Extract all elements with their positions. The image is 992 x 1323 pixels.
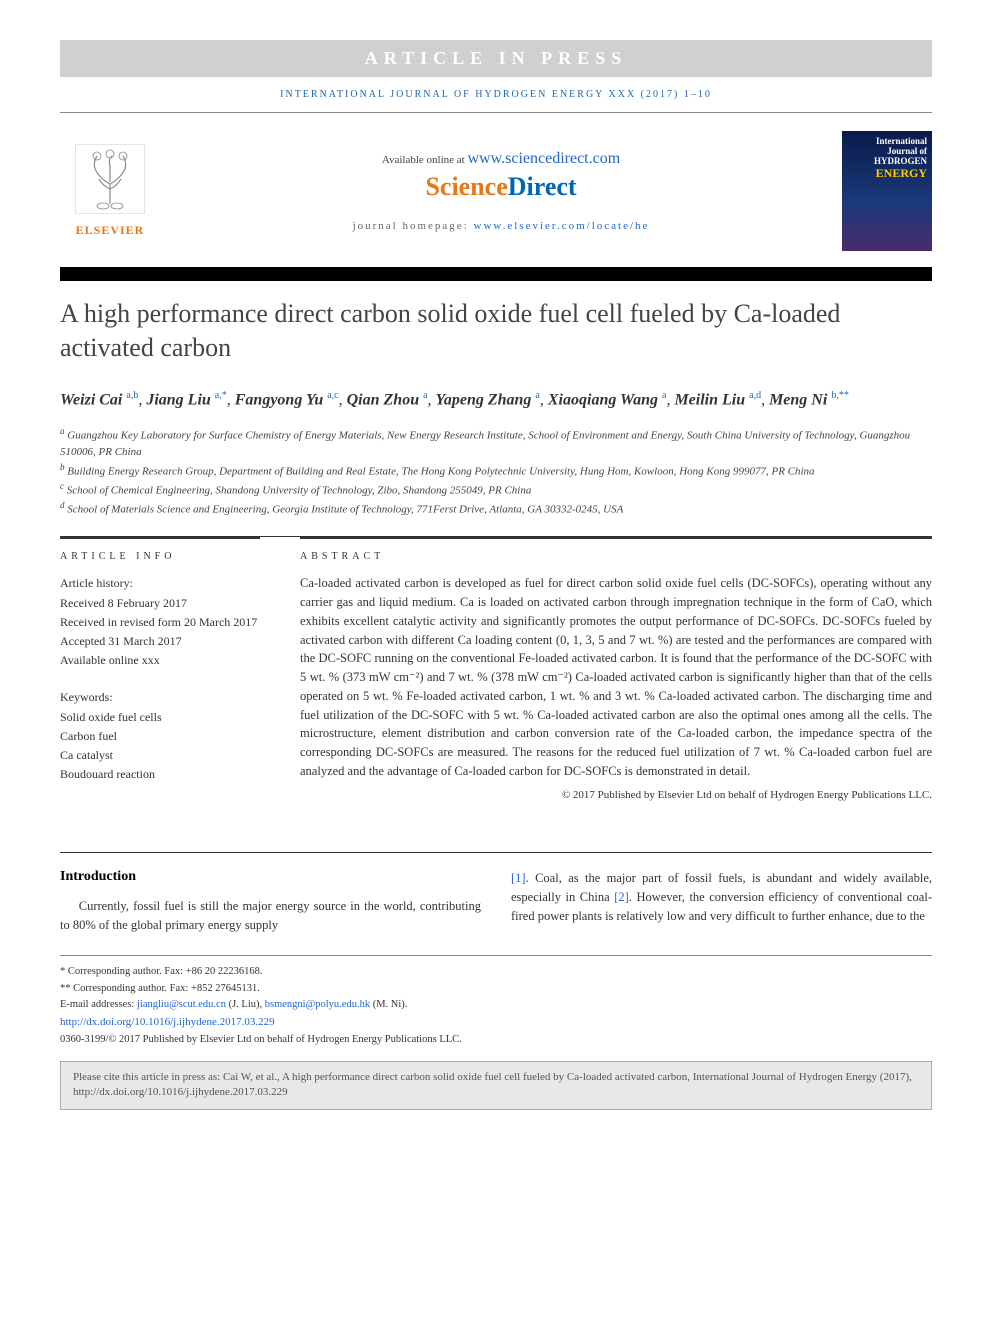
abstract-heading: ABSTRACT: [300, 551, 932, 562]
cover-line1: International Journal of: [847, 136, 927, 156]
keywords-block: Keywords: Solid oxide fuel cells Carbon …: [60, 688, 260, 784]
article-info-heading: ARTICLE INFO: [60, 551, 260, 562]
sciencedirect-logo[interactable]: ScienceDirect: [160, 172, 842, 202]
citation-box: Please cite this article in press as: Ca…: [60, 1061, 932, 1110]
received-date: Received 8 February 2017: [60, 594, 260, 613]
author-affil: a,b: [126, 390, 138, 401]
intro-paragraph: Currently, fossil fuel is still the majo…: [60, 897, 481, 935]
elsevier-tree-icon: [75, 144, 145, 214]
article-title: A high performance direct carbon solid o…: [60, 297, 932, 365]
email-link[interactable]: bsmengni@polyu.edu.hk: [265, 999, 370, 1010]
author-affil: a: [423, 390, 427, 401]
author: Jiang Liu: [146, 391, 210, 408]
available-online: Available online at www.sciencedirect.co…: [160, 150, 842, 168]
keyword: Ca catalyst: [60, 746, 260, 765]
abstract-text: Ca-loaded activated carbon is developed …: [300, 574, 932, 780]
issn-line: 0360-3199/© 2017 Published by Elsevier L…: [60, 1032, 932, 1049]
email-line: E-mail addresses: jiangliu@scut.edu.cn (…: [60, 997, 932, 1014]
header-center: Available online at www.sciencedirect.co…: [160, 150, 842, 232]
authors-list: Weizi Cai a,b, Jiang Liu a,*, Fangyong Y…: [60, 389, 932, 412]
journal-cover-thumbnail[interactable]: International Journal of HYDROGEN ENERGY: [842, 131, 932, 251]
keyword: Boudouard reaction: [60, 765, 260, 784]
abstract-copyright: © 2017 Published by Elsevier Ltd on beha…: [300, 789, 932, 801]
author: Xiaoqiang Wang: [548, 391, 658, 408]
author-affil: a: [535, 390, 539, 401]
author-affil: a,c: [327, 390, 338, 401]
author: Fangyong Yu: [235, 391, 323, 408]
body-col-right: [1]. Coal, as the major part of fossil f…: [511, 869, 932, 935]
keyword: Solid oxide fuel cells: [60, 708, 260, 727]
body-col-left: Introduction Currently, fossil fuel is s…: [60, 869, 481, 935]
elsevier-logo[interactable]: ELSEVIER: [60, 144, 160, 238]
homepage-prefix: journal homepage:: [353, 220, 474, 232]
affiliations: a Guangzhou Key Laboratory for Surface C…: [60, 425, 932, 518]
author: Weizi Cai: [60, 391, 122, 408]
reference-link[interactable]: [2]: [614, 890, 629, 904]
article-page: ARTICLE IN PRESS INTERNATIONAL JOURNAL O…: [0, 0, 992, 1150]
author-affil: a,*: [215, 390, 227, 401]
elsevier-name: ELSEVIER: [60, 223, 160, 238]
section-divider: [60, 852, 932, 853]
keywords-label: Keywords:: [60, 688, 260, 707]
abstract-column: ABSTRACT Ca-loaded activated carbon is d…: [300, 537, 932, 802]
reference-link[interactable]: [1]: [511, 871, 526, 885]
corresponding-author-1: * Corresponding author. Fax: +86 20 2223…: [60, 964, 932, 981]
introduction-heading: Introduction: [60, 869, 481, 885]
author-affil: a: [662, 390, 666, 401]
author: Meilin Liu: [674, 391, 745, 408]
header-row: ELSEVIER Available online at www.science…: [60, 113, 932, 261]
available-prefix: Available online at: [382, 154, 468, 166]
keyword: Carbon fuel: [60, 727, 260, 746]
footer-notes: * Corresponding author. Fax: +86 20 2223…: [60, 955, 932, 1049]
history-label: Article history:: [60, 574, 260, 593]
affiliation: d School of Materials Science and Engine…: [60, 499, 932, 518]
sciencedirect-url[interactable]: www.sciencedirect.com: [467, 150, 620, 167]
journal-homepage: journal homepage: www.elsevier.com/locat…: [160, 220, 842, 232]
accepted-date: Accepted 31 March 2017: [60, 632, 260, 651]
online-date: Available online xxx: [60, 651, 260, 670]
author-affil: b,**: [831, 390, 849, 401]
affiliation: c School of Chemical Engineering, Shando…: [60, 480, 932, 499]
cover-line3: ENERGY: [847, 166, 927, 181]
corresponding-author-2: ** Corresponding author. Fax: +852 27645…: [60, 981, 932, 998]
article-info-column: ARTICLE INFO Article history: Received 8…: [60, 537, 260, 802]
info-abstract-row: ARTICLE INFO Article history: Received 8…: [60, 536, 932, 802]
journal-header-line: INTERNATIONAL JOURNAL OF HYDROGEN ENERGY…: [60, 77, 932, 113]
doi-link[interactable]: http://dx.doi.org/10.1016/j.ijhydene.201…: [60, 1016, 275, 1028]
revised-date: Received in revised form 20 March 2017: [60, 613, 260, 632]
affiliation: a Guangzhou Key Laboratory for Surface C…: [60, 425, 932, 461]
email-link[interactable]: jiangliu@scut.edu.cn: [137, 999, 226, 1010]
article-history: Article history: Received 8 February 201…: [60, 574, 260, 670]
black-divider-bar: [60, 267, 932, 281]
cover-line2: HYDROGEN: [847, 156, 927, 166]
press-banner: ARTICLE IN PRESS: [60, 40, 932, 77]
author: Yapeng Zhang: [436, 391, 532, 408]
author: Qian Zhou: [347, 391, 419, 408]
body-two-column: Introduction Currently, fossil fuel is s…: [60, 869, 932, 935]
intro-paragraph-cont: [1]. Coal, as the major part of fossil f…: [511, 869, 932, 925]
affiliation: b Building Energy Research Group, Depart…: [60, 461, 932, 480]
author: Meng Ni: [769, 391, 827, 408]
homepage-link[interactable]: www.elsevier.com/locate/he: [474, 220, 650, 232]
author-affil: a,d: [749, 390, 761, 401]
